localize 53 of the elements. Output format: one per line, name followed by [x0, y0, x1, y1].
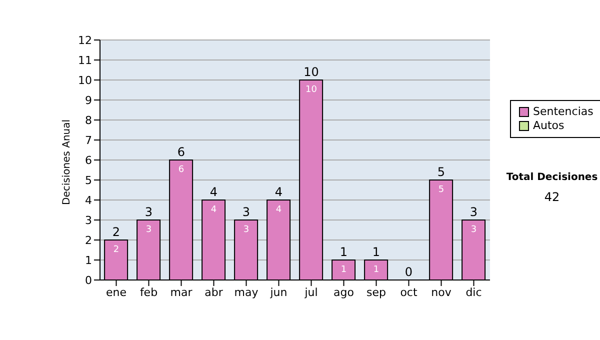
y-tick-label: 10 — [78, 74, 92, 87]
total-label: 3 — [470, 205, 478, 219]
y-tick-label: 6 — [85, 154, 92, 167]
y-tick-label: 12 — [78, 34, 92, 47]
data-label: 4 — [210, 205, 217, 215]
total-label: 1 — [372, 245, 380, 259]
data-label: 1 — [373, 265, 380, 275]
total-label: 0 — [404, 265, 413, 279]
x-tick-label: abr — [204, 286, 224, 299]
x-tick-label: oct — [400, 286, 418, 299]
data-label: 5 — [438, 185, 444, 195]
data-label: 4 — [276, 205, 282, 215]
total-label: 4 — [210, 185, 218, 199]
text: Total Decisiones — [505, 172, 599, 183]
y-tick-label: 7 — [85, 134, 92, 147]
x-tick-label: jul — [304, 286, 318, 299]
total-label: 1 — [340, 245, 348, 259]
y-tick-label: 8 — [85, 114, 92, 127]
data-label: 3 — [470, 225, 477, 235]
y-tick-label: 4 — [85, 194, 92, 207]
total-label: 5 — [437, 165, 446, 179]
legend-label: Sentencias — [533, 105, 594, 119]
y-tick-label: 1 — [85, 254, 92, 267]
x-tick-label: ago — [334, 286, 354, 299]
x-tick-label: nov — [431, 286, 452, 299]
x-tick-label: mar — [170, 286, 193, 299]
data-label: 1 — [340, 265, 347, 275]
y-tick-label: 0 — [85, 274, 92, 287]
data-label: 3 — [243, 225, 250, 235]
x-tick-label: ene — [106, 286, 127, 299]
x-tick-label: dic — [466, 286, 482, 299]
x-tick-label: feb — [140, 286, 158, 299]
total-label: 3 — [144, 205, 153, 219]
x-tick-label: may — [234, 286, 259, 299]
data-label: 3 — [146, 225, 152, 235]
data-label: 6 — [178, 165, 184, 175]
y-tick-label: 11 — [78, 54, 92, 67]
y-tick-label: 9 — [85, 94, 92, 107]
y-tick-label: 5 — [85, 174, 92, 187]
y-tick-label: 2 — [85, 234, 92, 247]
total-label: 10 — [304, 65, 319, 79]
legend-label: Autos — [533, 119, 564, 133]
total-label: 3 — [242, 205, 250, 219]
x-tick-label: sep — [366, 286, 386, 299]
total-label: 4 — [274, 185, 283, 199]
x-tick-label: jun — [269, 286, 288, 299]
total-label: 2 — [112, 225, 120, 239]
data-label: 2 — [113, 245, 120, 255]
y-axis-title: Decisiones Anual — [62, 119, 73, 205]
total-label: 6 — [177, 145, 186, 159]
y-tick-label: 3 — [85, 214, 92, 227]
text: 42 — [543, 190, 561, 204]
data-label: 10 — [306, 85, 318, 95]
